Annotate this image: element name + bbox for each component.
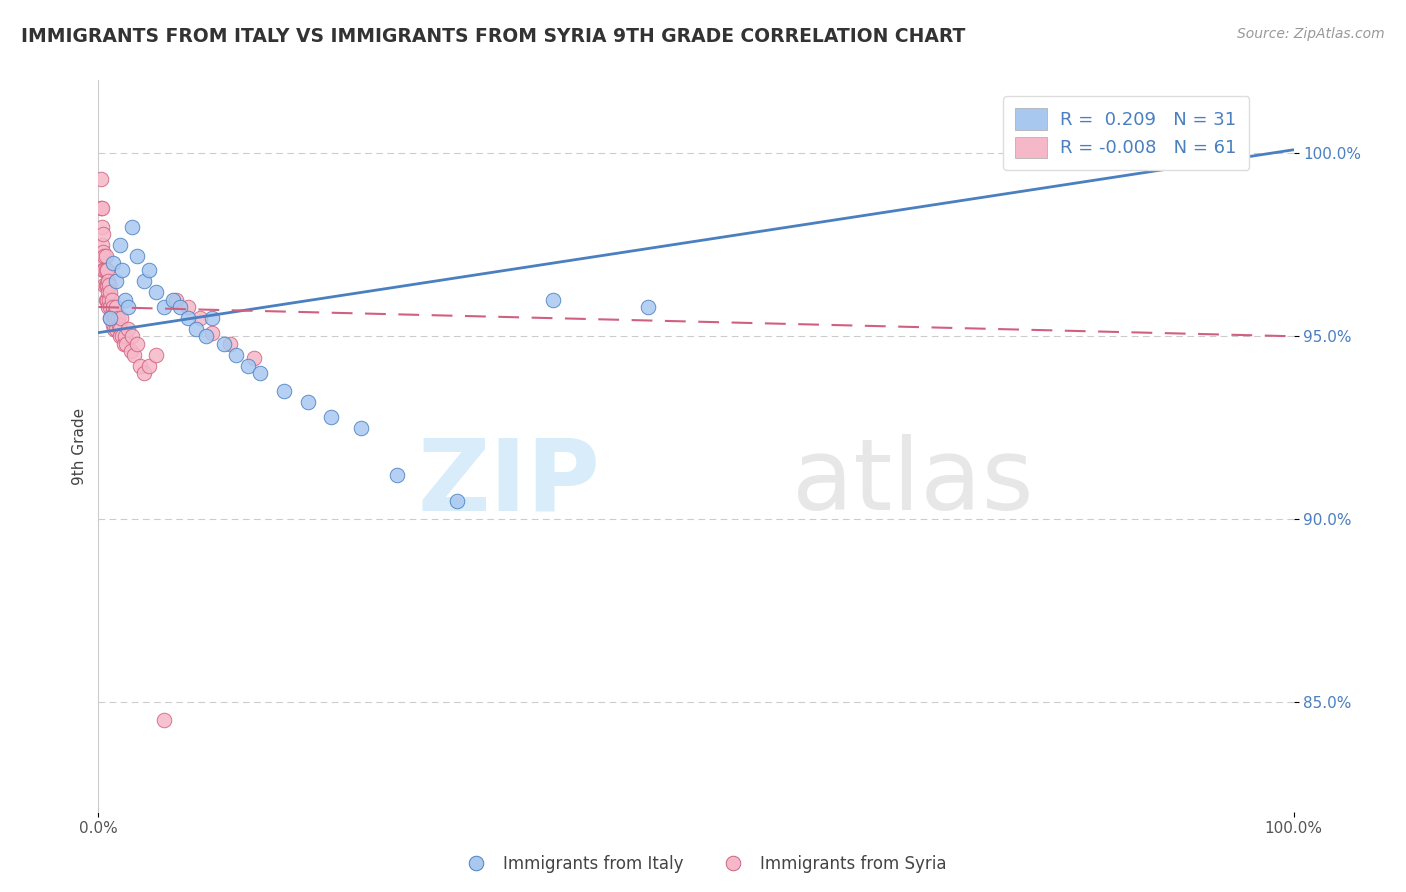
- Point: [105, 274, 128, 288]
- Point: [98, 311, 122, 326]
- Point: [195, 329, 218, 343]
- Point: [115, 336, 138, 351]
- Text: atlas: atlas: [792, 434, 1033, 531]
- Point: [121, 329, 143, 343]
- Point: [96, 293, 118, 307]
- Text: IMMIGRANTS FROM ITALY VS IMMIGRANTS FROM SYRIA 9TH GRADE CORRELATION CHART: IMMIGRANTS FROM ITALY VS IMMIGRANTS FROM…: [21, 27, 966, 45]
- Point: [96, 278, 118, 293]
- Point: [103, 322, 125, 336]
- Point: [117, 300, 139, 314]
- Point: [385, 468, 409, 483]
- Point: [98, 278, 121, 293]
- Point: [91, 237, 114, 252]
- Point: [153, 300, 176, 314]
- Point: [91, 219, 114, 234]
- Point: [98, 311, 122, 326]
- Point: [91, 256, 114, 270]
- Point: [273, 384, 295, 398]
- Point: [124, 348, 146, 362]
- Point: [91, 245, 114, 260]
- Point: [145, 285, 167, 300]
- Point: [219, 336, 242, 351]
- Point: [94, 293, 117, 307]
- Point: [91, 202, 114, 216]
- Point: [165, 293, 187, 307]
- Point: [117, 322, 139, 336]
- Point: [201, 326, 224, 340]
- Point: [105, 300, 128, 314]
- Point: [94, 263, 117, 277]
- Point: [121, 219, 143, 234]
- Point: [138, 263, 160, 277]
- Point: [350, 420, 373, 434]
- Text: Source: ZipAtlas.com: Source: ZipAtlas.com: [1237, 27, 1385, 41]
- Point: [138, 359, 160, 373]
- Point: [97, 300, 120, 314]
- Point: [110, 311, 132, 326]
- Point: [97, 285, 120, 300]
- Point: [297, 395, 319, 409]
- Point: [111, 329, 134, 343]
- Point: [107, 311, 129, 326]
- Point: [145, 348, 167, 362]
- Point: [169, 300, 191, 314]
- Point: [101, 256, 124, 270]
- Point: [96, 263, 118, 277]
- Point: [541, 293, 564, 307]
- Legend: Immigrants from Italy, Immigrants from Syria: Immigrants from Italy, Immigrants from S…: [453, 848, 953, 880]
- Point: [188, 311, 211, 326]
- Point: [108, 322, 131, 336]
- Point: [93, 278, 115, 293]
- Point: [100, 307, 122, 321]
- Point: [114, 293, 136, 307]
- Point: [93, 263, 115, 277]
- Point: [101, 300, 124, 314]
- Point: [104, 311, 127, 326]
- Point: [97, 274, 120, 288]
- Y-axis label: 9th Grade: 9th Grade: [72, 408, 87, 484]
- Point: [249, 366, 271, 380]
- Point: [162, 293, 184, 307]
- Point: [112, 336, 135, 351]
- Point: [321, 409, 343, 424]
- Point: [132, 366, 155, 380]
- Point: [212, 336, 235, 351]
- Point: [225, 348, 247, 362]
- Legend: R =  0.209   N = 31, R = -0.008   N = 61: R = 0.209 N = 31, R = -0.008 N = 61: [1002, 96, 1249, 169]
- Point: [101, 318, 124, 333]
- Point: [236, 359, 259, 373]
- Point: [108, 329, 131, 343]
- Point: [94, 249, 117, 263]
- Point: [120, 343, 142, 358]
- Point: [90, 202, 112, 216]
- Point: [153, 714, 176, 728]
- Point: [111, 263, 134, 277]
- Point: [108, 237, 131, 252]
- Point: [107, 318, 129, 333]
- Point: [94, 278, 117, 293]
- Point: [98, 293, 121, 307]
- Point: [243, 351, 266, 366]
- Point: [177, 300, 200, 314]
- Point: [637, 300, 659, 314]
- Point: [114, 329, 136, 343]
- Point: [98, 285, 122, 300]
- Point: [105, 322, 128, 336]
- Point: [201, 311, 224, 326]
- Point: [91, 263, 114, 277]
- Point: [186, 322, 208, 336]
- Point: [125, 249, 148, 263]
- Point: [98, 300, 122, 314]
- Point: [93, 249, 115, 263]
- Point: [446, 493, 468, 508]
- Point: [90, 172, 112, 186]
- Point: [103, 307, 125, 321]
- Point: [177, 311, 200, 326]
- Point: [91, 227, 114, 241]
- Point: [125, 336, 148, 351]
- Point: [100, 293, 122, 307]
- Point: [129, 359, 152, 373]
- Text: ZIP: ZIP: [418, 434, 600, 531]
- Point: [132, 274, 155, 288]
